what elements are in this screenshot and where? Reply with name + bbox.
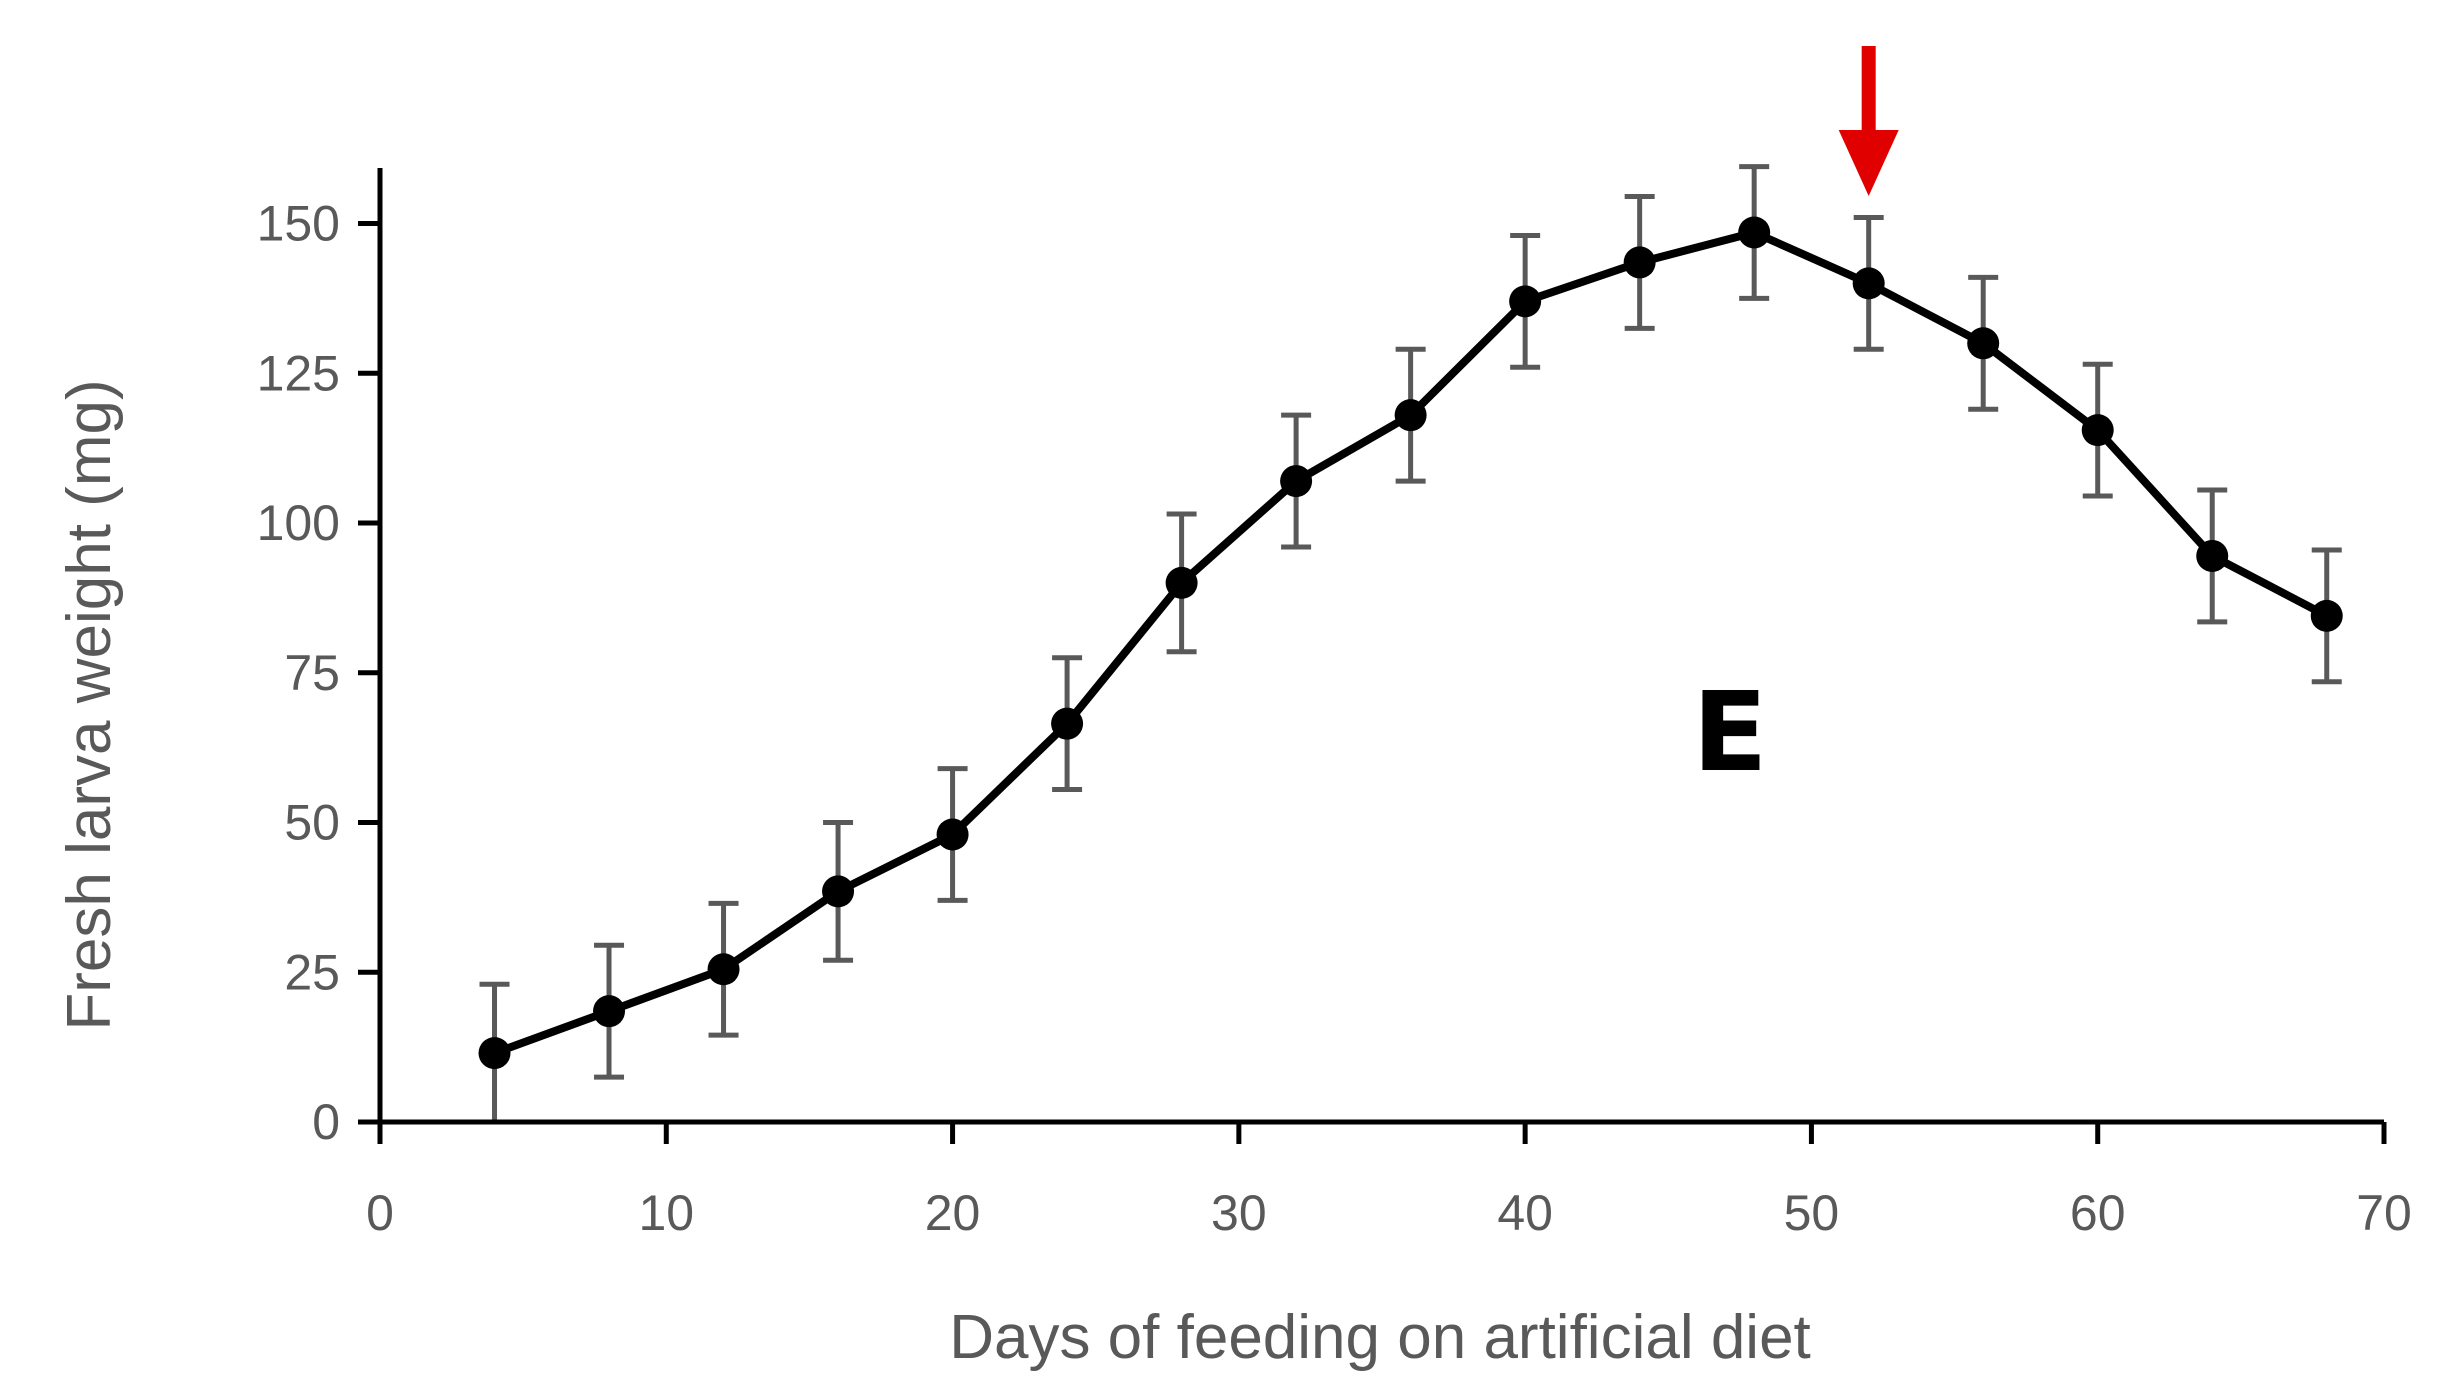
annotation-arrow	[1838, 46, 1899, 196]
y-tick-label: 25	[284, 944, 340, 1000]
tick-labels: 0 10 20 30 40 50 60 70 0 25 50 75 100 125 150	[257, 196, 2412, 1242]
y-axis-title: Fresh larva weight (mg)	[55, 379, 124, 1030]
data-point	[478, 1037, 511, 1070]
y-tick-label: 50	[284, 795, 340, 851]
arrow-head	[1838, 130, 1899, 196]
x-tick-label: 30	[1211, 1185, 1267, 1241]
y-tick-label: 100	[257, 495, 340, 551]
x-tick-label: 70	[2356, 1185, 2412, 1241]
data-point	[1738, 216, 1771, 249]
data-points	[478, 216, 2343, 1070]
data-point	[707, 953, 740, 986]
x-tick-label: 50	[1784, 1185, 1840, 1241]
data-point	[1280, 465, 1313, 498]
x-tick-label: 20	[925, 1185, 981, 1241]
data-point	[1967, 327, 2000, 360]
arrow-shaft	[1861, 46, 1876, 132]
data-point	[1852, 267, 1885, 300]
axes	[358, 168, 2387, 1144]
x-tick-label: 10	[638, 1185, 694, 1241]
data-point	[1509, 285, 1542, 318]
x-tick-label: 0	[366, 1185, 394, 1241]
data-point	[2196, 539, 2229, 572]
x-axis-title: Days of feeding on artificial diet	[949, 1303, 1811, 1372]
data-point	[2081, 414, 2114, 447]
data-point	[1165, 566, 1198, 599]
panel-label: E	[1692, 668, 1767, 796]
x-tick-label: 60	[2070, 1185, 2126, 1241]
data-point	[1623, 246, 1656, 279]
y-tick-label: 150	[257, 196, 340, 252]
y-tick-label: 125	[257, 345, 340, 401]
y-tick-label: 0	[312, 1094, 340, 1150]
data-point	[1051, 707, 1084, 740]
data-point	[822, 875, 855, 908]
x-tick-label: 40	[1497, 1185, 1553, 1241]
data-point	[593, 995, 626, 1028]
data-point	[1394, 399, 1427, 432]
data-point	[936, 818, 969, 851]
y-tick-label: 75	[284, 645, 340, 701]
data-point	[2310, 599, 2343, 632]
error-bars	[479, 164, 2342, 1125]
